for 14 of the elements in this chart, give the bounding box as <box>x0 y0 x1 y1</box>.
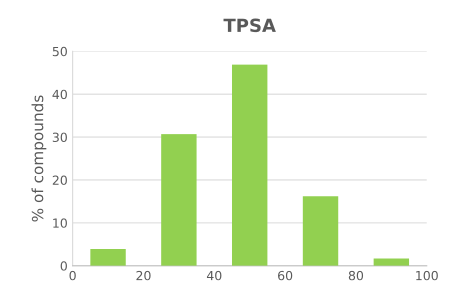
chart-title: TPSA <box>224 18 276 32</box>
x-tick-label: 100 <box>416 270 438 280</box>
x-tick-label: 80 <box>348 270 364 280</box>
y-tick-label: 40 <box>52 90 67 100</box>
x-tick-label: 60 <box>278 270 292 280</box>
x-tick-label: 40 <box>206 270 222 280</box>
y-tick-label: 50 <box>52 46 67 56</box>
y-tick-label: 20 <box>52 175 67 185</box>
y-tick-label: 30 <box>52 132 67 142</box>
y-axis-title: % of compounds <box>32 95 46 222</box>
y-tick-label: 0 <box>60 261 67 271</box>
x-tick-label: 20 <box>136 270 151 280</box>
x-tick-label: 0 <box>69 270 76 280</box>
y-tick-label: 10 <box>53 218 67 228</box>
